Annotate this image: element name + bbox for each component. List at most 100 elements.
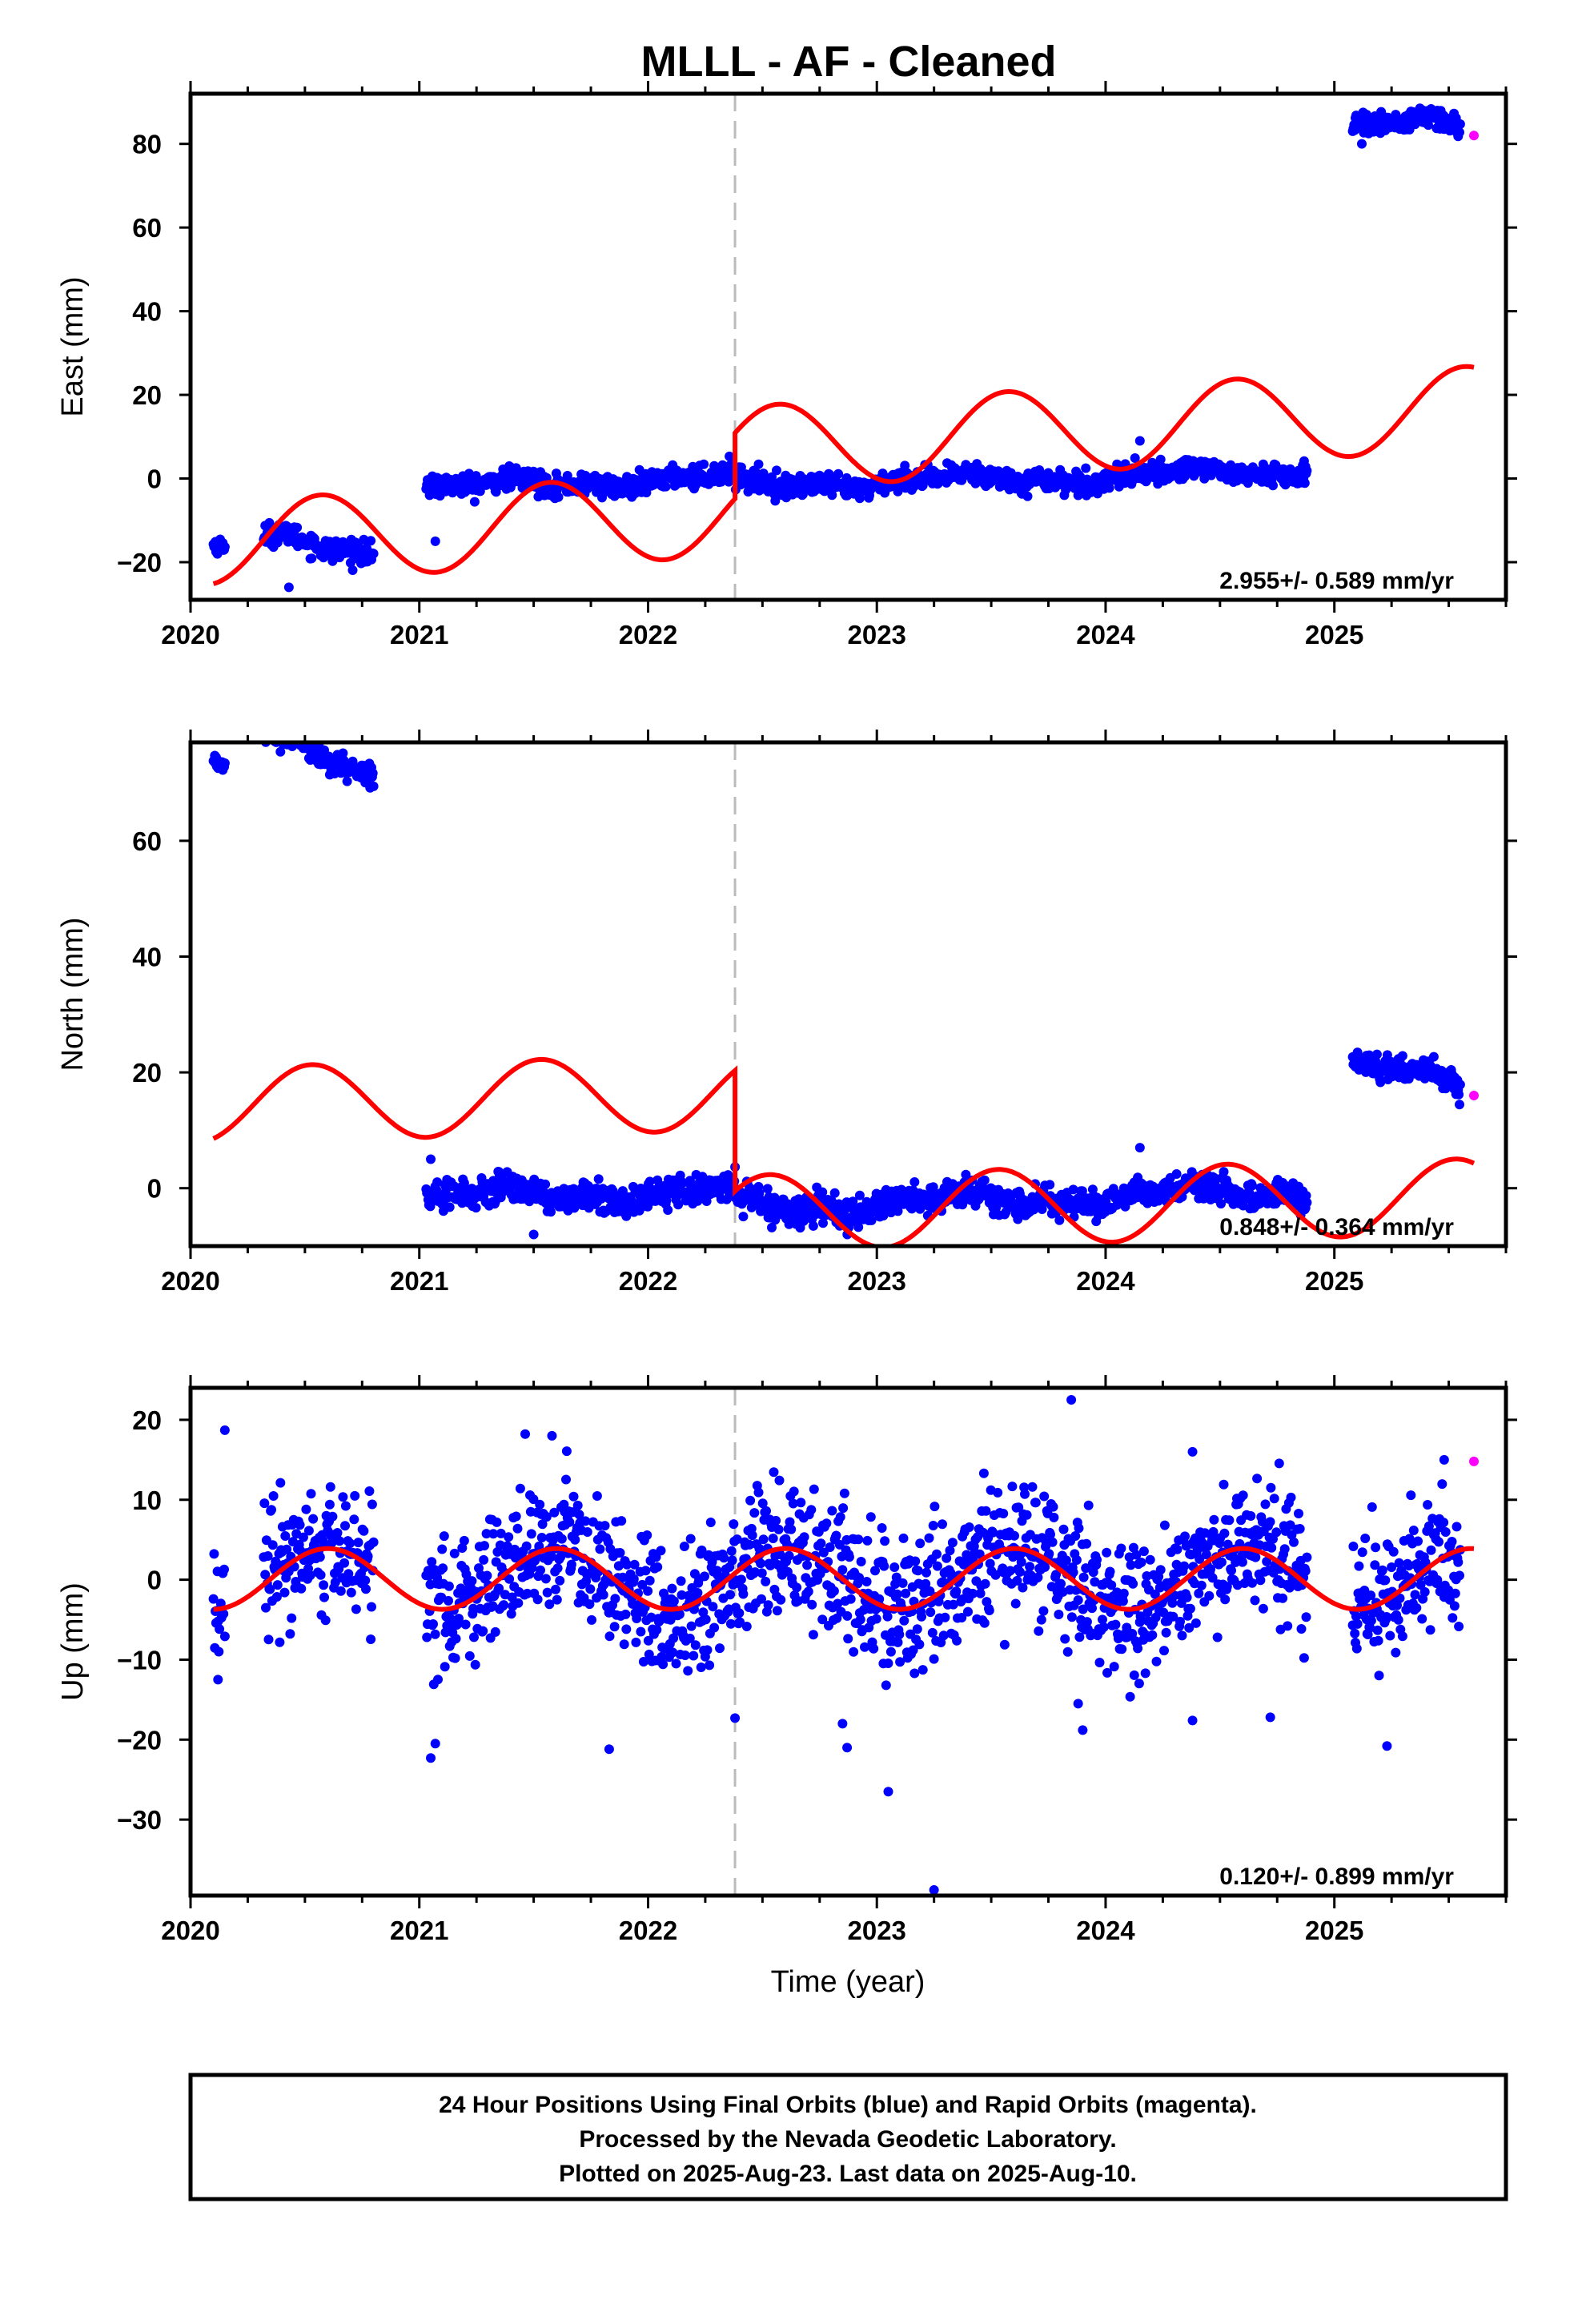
data-point — [1018, 1582, 1028, 1593]
data-point — [1117, 1644, 1127, 1655]
data-point — [492, 1517, 502, 1527]
data-point — [817, 1614, 828, 1625]
data-point — [914, 1639, 925, 1650]
outlier-point — [842, 1743, 853, 1753]
data-point — [261, 1602, 271, 1613]
data-point — [1453, 1557, 1464, 1567]
data-point — [1147, 1630, 1158, 1640]
data-point — [835, 1512, 845, 1522]
data-point — [263, 1634, 274, 1645]
data-point — [1354, 1561, 1364, 1571]
data-point — [332, 1528, 343, 1538]
outlier-point — [528, 1229, 539, 1240]
data-point — [1074, 1632, 1085, 1642]
data-point — [909, 1668, 920, 1679]
data-point — [942, 1553, 952, 1563]
data-point — [689, 1651, 699, 1661]
data-point — [308, 1514, 319, 1524]
data-point — [855, 1614, 865, 1625]
outlier-point — [929, 1885, 939, 1896]
data-point — [438, 1563, 448, 1574]
data-point — [272, 1580, 283, 1590]
data-point — [1051, 1570, 1061, 1580]
data-point — [444, 1581, 454, 1591]
outlier-point — [730, 1713, 741, 1723]
data-point — [938, 1630, 949, 1641]
data-point — [881, 1680, 891, 1691]
data-point — [802, 1560, 813, 1570]
data-point — [1449, 1601, 1460, 1611]
data-point — [829, 1586, 839, 1596]
data-point — [772, 465, 781, 476]
data-point — [259, 728, 269, 738]
data-point — [932, 1561, 942, 1571]
final-orbit-points — [208, 1394, 1479, 1896]
data-point — [1269, 1494, 1279, 1504]
data-point — [1012, 1575, 1022, 1586]
data-point — [1301, 1612, 1311, 1622]
data-point — [652, 1562, 663, 1572]
data-point — [1268, 480, 1278, 491]
data-point — [1182, 1610, 1193, 1621]
data-point — [1027, 1482, 1038, 1492]
data-point — [338, 1492, 348, 1502]
final-orbit-points — [208, 728, 1479, 1240]
data-point — [757, 1594, 766, 1604]
data-point — [1286, 1492, 1296, 1502]
data-point — [552, 1594, 562, 1605]
data-point — [1220, 1594, 1231, 1605]
data-point — [1455, 1100, 1464, 1110]
data-point — [504, 1574, 515, 1584]
data-point — [910, 1556, 921, 1566]
data-point — [1410, 1590, 1420, 1600]
data-point — [1454, 1089, 1464, 1100]
data-point — [870, 1566, 880, 1576]
data-point — [285, 731, 295, 741]
data-point — [945, 1546, 955, 1556]
data-point — [1350, 1628, 1360, 1638]
data-point — [999, 1639, 1010, 1650]
data-point — [948, 1599, 958, 1610]
data-point — [593, 1174, 604, 1184]
data-point — [469, 1632, 479, 1642]
data-point — [1455, 1570, 1464, 1581]
data-point — [853, 1222, 864, 1232]
data-point — [869, 1643, 879, 1654]
data-point — [1366, 1590, 1376, 1601]
data-point — [1150, 1589, 1160, 1599]
data-point — [367, 1602, 376, 1612]
plot-frame — [188, 91, 1508, 602]
data-point — [1219, 1167, 1229, 1177]
data-point — [753, 459, 764, 469]
data-point — [1184, 1622, 1195, 1633]
data-point — [1196, 1580, 1207, 1590]
x-tick-label: 2025 — [1305, 1266, 1363, 1296]
x-tick-label: 2020 — [161, 620, 219, 649]
data-point — [644, 1176, 655, 1187]
outlier-point — [426, 1154, 436, 1164]
data-point — [546, 1551, 556, 1562]
data-point — [663, 1205, 673, 1215]
data-point — [1087, 1603, 1097, 1614]
data-point — [1348, 1542, 1359, 1551]
data-point — [1423, 1521, 1434, 1531]
data-point — [1209, 1514, 1219, 1525]
data-point — [559, 1499, 569, 1510]
y-tick-label: 60 — [132, 826, 162, 856]
data-point — [482, 1570, 492, 1581]
outlier-point — [219, 1425, 230, 1435]
data-point — [831, 1530, 841, 1541]
data-point — [1060, 1634, 1070, 1644]
data-point — [507, 1592, 517, 1602]
data-point — [1078, 1604, 1088, 1614]
data-point — [643, 1635, 653, 1646]
data-point — [979, 1618, 990, 1628]
data-point — [536, 1565, 545, 1575]
data-point — [680, 1651, 690, 1660]
data-point — [620, 1609, 631, 1619]
data-point — [267, 728, 277, 738]
data-point — [454, 1614, 464, 1624]
data-point — [496, 1528, 506, 1538]
data-point — [1007, 1482, 1018, 1492]
data-point — [629, 1559, 640, 1570]
